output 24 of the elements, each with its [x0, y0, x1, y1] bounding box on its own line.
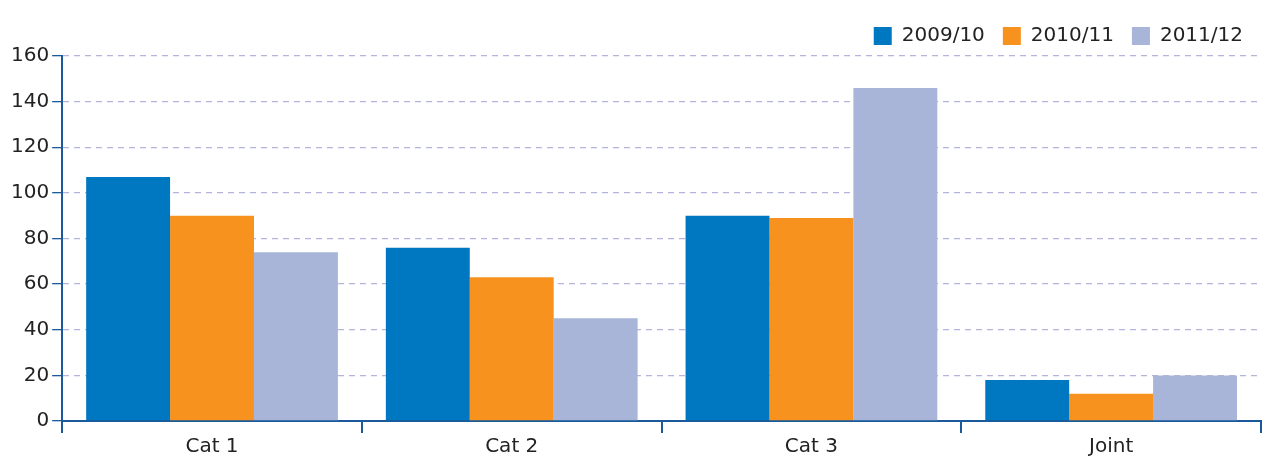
- legend-label: 2009/10: [901, 22, 985, 47]
- legend-label: 2011/12: [1159, 22, 1244, 47]
- y-tick-label: 20: [23, 361, 50, 386]
- bar: [385, 247, 470, 421]
- bar: [86, 176, 171, 421]
- y-tick-label: 100: [10, 179, 50, 204]
- y-tick-label: 160: [10, 42, 50, 67]
- y-tick-label: 120: [10, 133, 50, 158]
- y-tick-label: 140: [10, 87, 50, 112]
- bar: [1069, 393, 1154, 421]
- bar: [685, 215, 770, 421]
- bar: [769, 217, 854, 421]
- y-tick-label: 60: [23, 270, 50, 295]
- y-tick-label: 80: [23, 224, 50, 249]
- legend-label: 2010/11: [1030, 22, 1114, 47]
- x-tick-label: Cat 3: [784, 433, 839, 458]
- y-tick-label: 0: [36, 407, 50, 432]
- x-tick-label: Joint: [1087, 433, 1134, 458]
- bar: [170, 215, 254, 421]
- bar: [469, 277, 554, 421]
- x-tick-label: Cat 2: [485, 433, 539, 458]
- x-tick-label: Cat 1: [185, 433, 239, 458]
- bar: [985, 379, 1070, 421]
- y-tick-label: 40: [23, 315, 50, 340]
